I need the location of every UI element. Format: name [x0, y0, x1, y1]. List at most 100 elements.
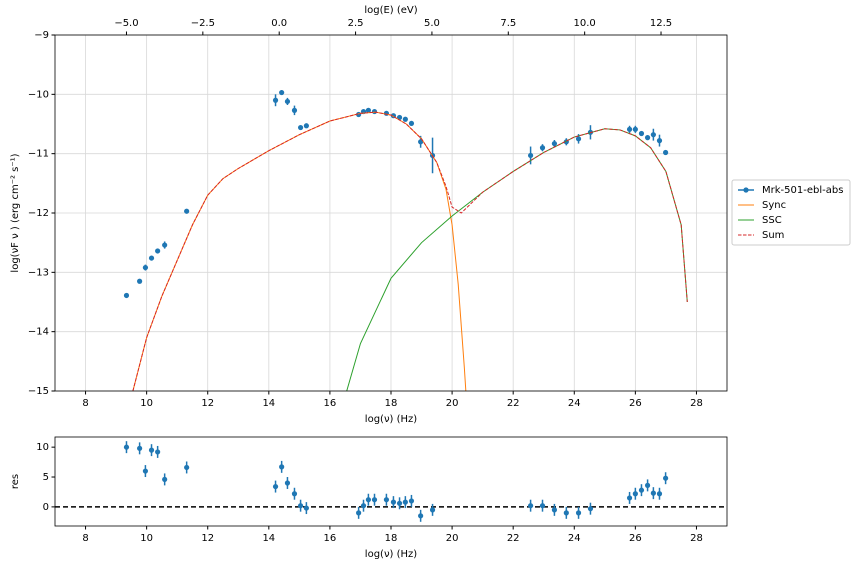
y-axis-label: log(νF ν ) (erg cm⁻² s⁻¹)	[10, 153, 21, 272]
data-point	[418, 513, 424, 519]
data-point	[402, 499, 408, 505]
data-point	[360, 503, 367, 509]
y-tick-label: −15	[28, 386, 49, 397]
data-point	[383, 497, 390, 503]
data-point	[284, 98, 291, 105]
legend-label: Sum	[762, 230, 784, 241]
data-point	[402, 116, 408, 122]
data-point	[137, 278, 143, 284]
data-point	[123, 444, 130, 450]
data-point	[365, 107, 371, 113]
data-point	[626, 126, 633, 132]
data-point	[429, 507, 436, 513]
x-tick-label: 22	[507, 533, 520, 544]
x-tick-label: 12	[201, 533, 214, 544]
data-point	[148, 255, 155, 261]
plot-frame	[54, 34, 728, 392]
x-tick-label: 18	[385, 533, 398, 544]
y-tick-label: −13	[28, 267, 49, 278]
x-tick-label: 18	[385, 398, 398, 409]
top-x-axis-label: log(E) (eV)	[364, 5, 417, 16]
data-point	[272, 97, 279, 103]
data-point	[155, 449, 161, 455]
data-point	[650, 490, 656, 496]
data-point	[162, 476, 168, 483]
data-point	[663, 149, 669, 156]
x-tick-label: 26	[629, 398, 642, 409]
y-tick-label: 10	[36, 442, 49, 453]
data-point	[371, 497, 378, 503]
y-tick-label: −11	[28, 149, 49, 160]
x-tick-label: 14	[262, 398, 275, 409]
data-point	[527, 503, 534, 509]
data-point	[644, 482, 651, 488]
x-tick-label: 12	[201, 398, 214, 409]
top-x-tick-label: 2.5	[348, 18, 364, 29]
x-tick-label: 26	[629, 533, 642, 544]
y-tick-label: −9	[34, 30, 49, 41]
model-line	[132, 111, 688, 391]
data-point	[148, 447, 155, 453]
data-point	[162, 242, 168, 248]
x-tick-label: 22	[507, 398, 520, 409]
x-tick-label: 24	[568, 533, 581, 544]
data-point	[279, 89, 285, 96]
data-point	[396, 500, 403, 506]
data-point	[644, 135, 651, 141]
x-axis-label: log(ν) (Hz)	[365, 414, 417, 425]
y-tick-label: 5	[43, 472, 49, 483]
top-x-tick-label: −5.0	[114, 18, 138, 29]
data-point	[656, 491, 663, 497]
data-point	[155, 248, 161, 254]
data-point	[365, 497, 371, 503]
data-point	[371, 108, 378, 115]
x-tick-label: 16	[324, 398, 337, 409]
y-tick-label: −10	[28, 89, 49, 100]
top-x-tick-label: 0.0	[271, 18, 287, 29]
data-point	[390, 499, 397, 505]
top-x-tick-label: −2.5	[191, 18, 215, 29]
data-point	[539, 145, 546, 151]
data-point	[142, 264, 149, 271]
data-point	[291, 491, 298, 497]
data-point	[663, 475, 669, 481]
top-x-tick-label: 10.0	[574, 18, 596, 29]
y-tick-label: −14	[28, 327, 49, 338]
x-tick-label: 16	[324, 533, 337, 544]
data-point	[291, 107, 298, 113]
data-point	[123, 292, 130, 299]
x-tick-label: 20	[446, 533, 459, 544]
data-point	[279, 464, 285, 470]
data-point	[551, 140, 558, 147]
data-point	[297, 124, 304, 131]
data-point	[184, 464, 190, 471]
top-x-tick-label: 12.5	[650, 18, 672, 29]
y-axis-label: res	[10, 474, 21, 489]
data-point	[297, 503, 304, 509]
data-point	[383, 110, 390, 116]
data-point	[184, 208, 190, 214]
data-point	[356, 510, 362, 516]
legend-label: Sync	[762, 200, 786, 211]
x-tick-label: 10	[140, 398, 153, 409]
data-point	[272, 483, 279, 490]
top-x-tick-label: 5.0	[424, 18, 440, 29]
data-point	[539, 503, 546, 509]
data-point	[137, 445, 143, 451]
plot-area	[55, 437, 727, 526]
x-axis-label: log(ν) (Hz)	[365, 549, 417, 560]
data-point	[563, 510, 569, 516]
data-point	[418, 139, 424, 145]
data-point	[575, 510, 582, 516]
data-point	[303, 505, 309, 511]
data-point	[527, 152, 534, 159]
data-point	[284, 480, 291, 486]
data-point	[632, 491, 638, 497]
data-point	[142, 468, 149, 474]
data-point	[638, 487, 645, 493]
legend-swatch	[743, 187, 749, 193]
y-tick-label: −12	[28, 208, 49, 219]
data-point	[650, 132, 656, 138]
